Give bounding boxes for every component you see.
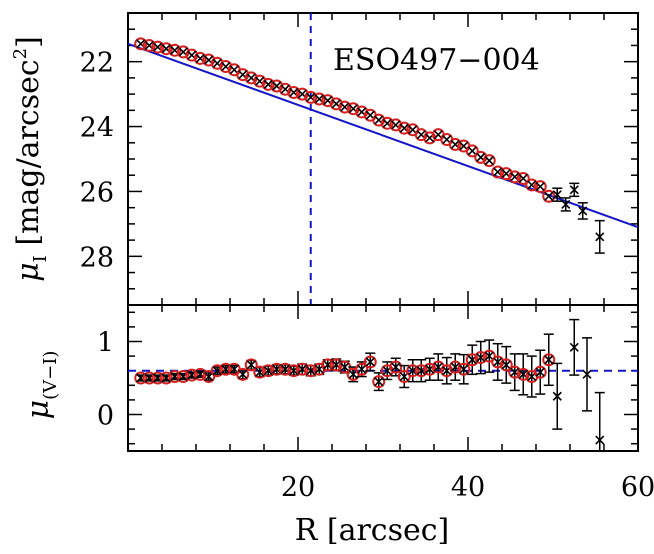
top-ylabel: μI [mag/arcsec2] — [10, 36, 51, 282]
y-tick-label: 24 — [80, 113, 114, 144]
data-point — [261, 77, 275, 91]
data-point — [465, 144, 479, 158]
data-point — [372, 372, 386, 392]
data-point — [142, 38, 156, 52]
data-point — [577, 202, 588, 220]
bottom-panel: 01 20 40 60 μ(V−I) R [arcsec] — [21, 304, 654, 548]
bottom-plot-frame — [127, 304, 639, 452]
data-point — [482, 339, 496, 373]
data-point — [594, 219, 605, 254]
data-point — [346, 366, 360, 383]
x-axis-label: R [arcsec] — [295, 513, 450, 548]
x-tick-label: 60 — [621, 472, 654, 503]
bottom-ticks — [127, 305, 639, 451]
data-point — [474, 340, 488, 375]
data-point — [569, 318, 580, 376]
data-point — [457, 353, 471, 385]
y-tick-label: 26 — [80, 177, 114, 208]
data-point — [363, 352, 377, 372]
data-point — [582, 337, 592, 412]
x-tick-label: 20 — [281, 472, 315, 503]
y-tick-label: 0 — [97, 401, 114, 432]
y-tick-label: 1 — [97, 328, 114, 359]
data-point — [236, 367, 250, 381]
data-point — [440, 356, 454, 385]
data-point — [338, 360, 352, 374]
data-point — [533, 180, 547, 194]
top-fit-line — [128, 42, 638, 229]
bottom-data-points — [134, 318, 605, 451]
data-point — [151, 40, 165, 54]
data-point — [253, 365, 267, 379]
data-point — [560, 197, 571, 212]
data-point — [380, 361, 394, 381]
data-point — [516, 171, 530, 185]
data-point — [569, 182, 580, 198]
data-point — [159, 371, 173, 385]
top-ticks — [127, 13, 639, 305]
bottom-ytick-labels: 01 — [97, 328, 114, 432]
data-point — [542, 189, 556, 203]
data-point — [482, 154, 496, 168]
top-data-points — [134, 37, 605, 254]
bottom-ylabel: μ(V−I) — [21, 351, 61, 420]
data-point — [414, 359, 428, 383]
data-point — [533, 349, 547, 395]
data-point — [552, 187, 563, 202]
top-ytick-labels: 22 24 26 28 — [80, 48, 114, 274]
data-point — [499, 345, 513, 384]
y-tick-label: 22 — [80, 48, 114, 79]
top-panel: 22 24 26 28 ESO497−004 μI [mag/arcsec2] — [10, 12, 639, 306]
data-point — [261, 364, 275, 378]
data-point — [552, 362, 563, 430]
data-point — [202, 370, 216, 384]
data-point — [397, 364, 411, 389]
data-point — [594, 391, 605, 451]
data-point — [542, 333, 556, 387]
x-tick-label: 40 — [451, 472, 485, 503]
y-tick-label: 28 — [80, 242, 114, 273]
galaxy-annotation: ESO497−004 — [333, 43, 540, 78]
bottom-xtick-labels: 20 40 60 — [281, 472, 654, 503]
data-point — [389, 357, 403, 377]
